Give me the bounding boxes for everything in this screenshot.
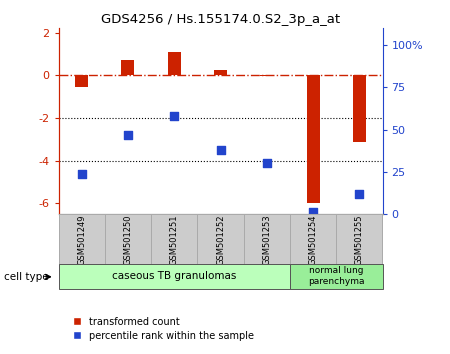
Bar — [75, 75, 88, 87]
Text: GSM501251: GSM501251 — [170, 215, 179, 265]
Bar — [306, 75, 320, 204]
Text: cell type: cell type — [4, 272, 49, 282]
Text: GSM501249: GSM501249 — [77, 215, 86, 265]
Point — [310, 210, 317, 215]
Point — [217, 147, 224, 153]
Text: caseous TB granulomas: caseous TB granulomas — [112, 271, 236, 281]
Text: GSM501255: GSM501255 — [355, 215, 364, 265]
Bar — [336, 214, 382, 264]
Text: GSM501250: GSM501250 — [123, 215, 132, 265]
Point — [124, 132, 131, 138]
Text: GSM501254: GSM501254 — [309, 215, 318, 265]
Bar — [151, 214, 198, 264]
Bar — [290, 214, 336, 264]
Point — [356, 191, 363, 197]
Title: GDS4256 / Hs.155174.0.S2_3p_a_at: GDS4256 / Hs.155174.0.S2_3p_a_at — [101, 13, 340, 26]
Bar — [105, 214, 151, 264]
Bar — [260, 75, 273, 76]
Text: GSM501252: GSM501252 — [216, 215, 225, 265]
Bar — [58, 264, 290, 289]
Point — [171, 113, 178, 119]
Bar — [58, 214, 105, 264]
Bar — [214, 70, 227, 75]
Point — [78, 171, 85, 176]
Point — [263, 161, 270, 166]
Bar — [243, 214, 290, 264]
Legend: transformed count, percentile rank within the sample: transformed count, percentile rank withi… — [70, 313, 258, 344]
Text: GSM501253: GSM501253 — [262, 215, 271, 265]
Bar — [198, 214, 243, 264]
Bar — [290, 264, 382, 289]
Text: normal lung
parenchyma: normal lung parenchyma — [308, 267, 364, 286]
Bar — [168, 52, 181, 75]
Bar — [122, 60, 135, 75]
Bar — [353, 75, 366, 142]
